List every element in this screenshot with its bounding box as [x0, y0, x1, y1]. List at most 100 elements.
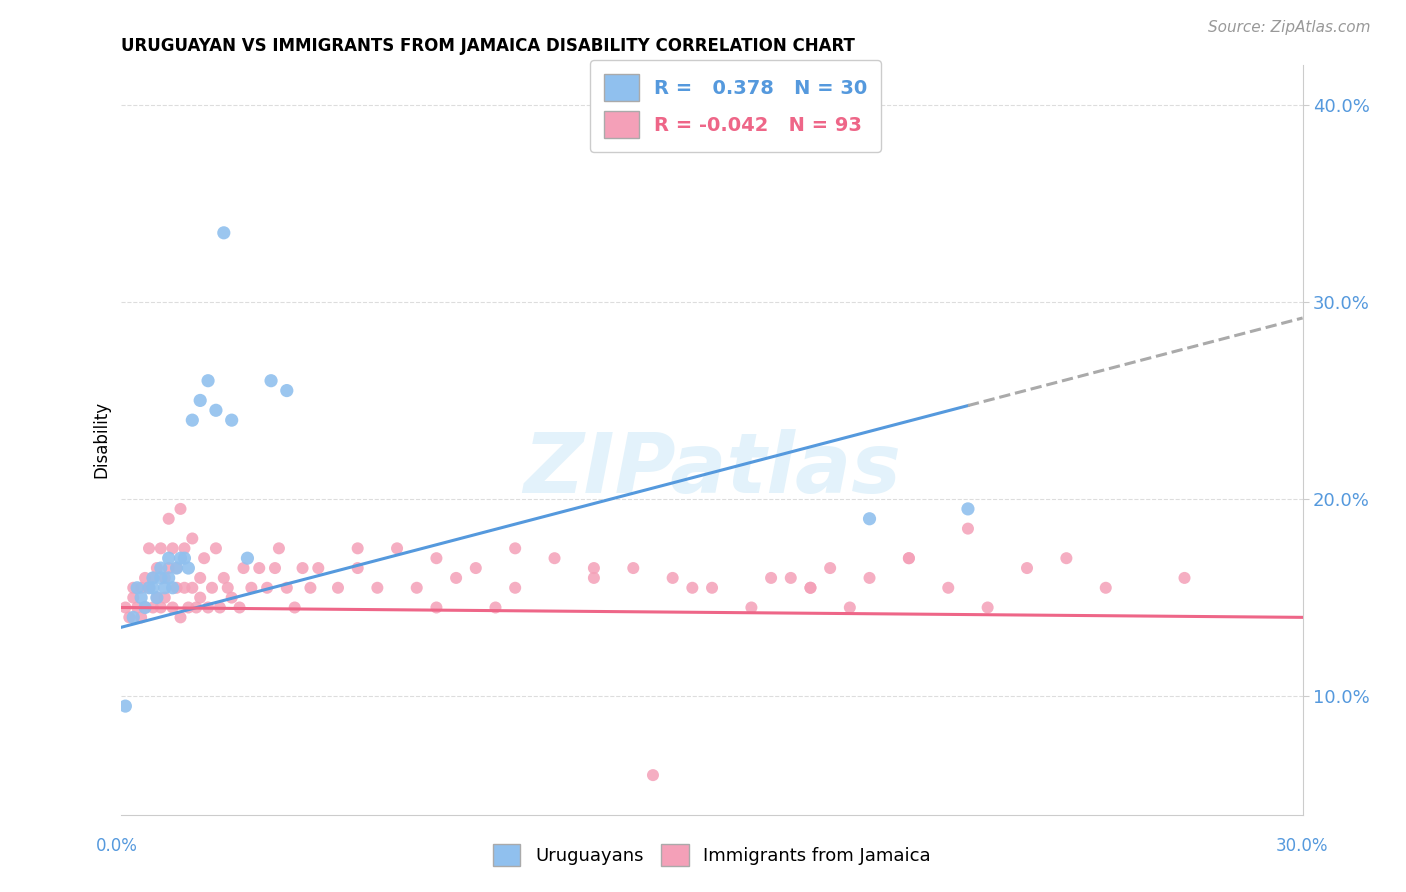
Point — [1094, 581, 1116, 595]
Point — [503, 581, 526, 595]
Point — [166, 561, 188, 575]
Point — [307, 561, 329, 575]
Point — [217, 581, 239, 595]
Point — [146, 591, 169, 605]
Point — [205, 541, 228, 556]
Point — [208, 600, 231, 615]
Point — [122, 581, 145, 595]
Point — [127, 581, 149, 595]
Point — [444, 571, 467, 585]
Point — [138, 581, 160, 595]
Point — [464, 561, 486, 575]
Point — [661, 571, 683, 585]
Point — [366, 581, 388, 595]
Point — [162, 541, 184, 556]
Point — [1015, 561, 1038, 575]
Point — [346, 541, 368, 556]
Text: URUGUAYAN VS IMMIGRANTS FROM JAMAICA DISABILITY CORRELATION CHART: URUGUAYAN VS IMMIGRANTS FROM JAMAICA DIS… — [121, 37, 855, 55]
Point — [197, 600, 219, 615]
Point — [129, 591, 152, 605]
Point — [299, 581, 322, 595]
Point — [621, 561, 644, 575]
Point — [385, 541, 408, 556]
Point — [114, 699, 136, 714]
Point — [276, 384, 298, 398]
Point — [188, 591, 211, 605]
Point — [779, 571, 801, 585]
Point — [188, 393, 211, 408]
Point — [205, 403, 228, 417]
Point — [142, 571, 165, 585]
Point — [177, 600, 200, 615]
Point — [122, 610, 145, 624]
Point — [858, 571, 880, 585]
Point — [157, 551, 180, 566]
Point — [858, 512, 880, 526]
Point — [188, 571, 211, 585]
Point — [114, 600, 136, 615]
Point — [157, 512, 180, 526]
Point — [346, 561, 368, 575]
Point — [799, 581, 821, 595]
Point — [582, 571, 605, 585]
Point — [149, 571, 172, 585]
Point — [186, 600, 208, 615]
Point — [149, 541, 172, 556]
Point — [425, 600, 447, 615]
Point — [799, 581, 821, 595]
Point — [681, 581, 703, 595]
Point — [181, 413, 204, 427]
Point — [267, 541, 290, 556]
Point — [142, 581, 165, 595]
Point — [1054, 551, 1077, 566]
Point — [236, 551, 259, 566]
Text: 0.0%: 0.0% — [96, 837, 138, 855]
Point — [936, 581, 959, 595]
Point — [212, 226, 235, 240]
Point — [256, 581, 278, 595]
Point — [134, 571, 156, 585]
Point — [166, 561, 188, 575]
Point — [759, 571, 782, 585]
Text: ZIPatlas: ZIPatlas — [523, 429, 901, 510]
Point — [740, 600, 762, 615]
Point — [221, 413, 243, 427]
Point — [127, 600, 149, 615]
Point — [291, 561, 314, 575]
Point — [405, 581, 427, 595]
Point — [264, 561, 287, 575]
Point — [134, 600, 156, 615]
Point — [193, 551, 215, 566]
Point — [169, 610, 191, 624]
Point — [976, 600, 998, 615]
Point — [169, 551, 191, 566]
Point — [232, 561, 254, 575]
Point — [173, 551, 195, 566]
Point — [146, 591, 169, 605]
Point — [129, 610, 152, 624]
Point — [142, 600, 165, 615]
Point — [543, 551, 565, 566]
Point — [157, 571, 180, 585]
Point — [326, 581, 349, 595]
Point — [641, 768, 664, 782]
Point — [197, 374, 219, 388]
Point — [228, 600, 250, 615]
Point — [700, 581, 723, 595]
Point — [149, 561, 172, 575]
Text: Source: ZipAtlas.com: Source: ZipAtlas.com — [1208, 20, 1371, 35]
Point — [162, 600, 184, 615]
Point — [166, 581, 188, 595]
Point — [162, 581, 184, 595]
Point — [425, 551, 447, 566]
Point — [149, 600, 172, 615]
Point — [260, 374, 283, 388]
Point — [173, 541, 195, 556]
Point — [177, 561, 200, 575]
Point — [134, 600, 156, 615]
Point — [201, 581, 224, 595]
Point — [276, 581, 298, 595]
Point — [142, 571, 165, 585]
Point — [284, 600, 307, 615]
Point — [153, 581, 176, 595]
